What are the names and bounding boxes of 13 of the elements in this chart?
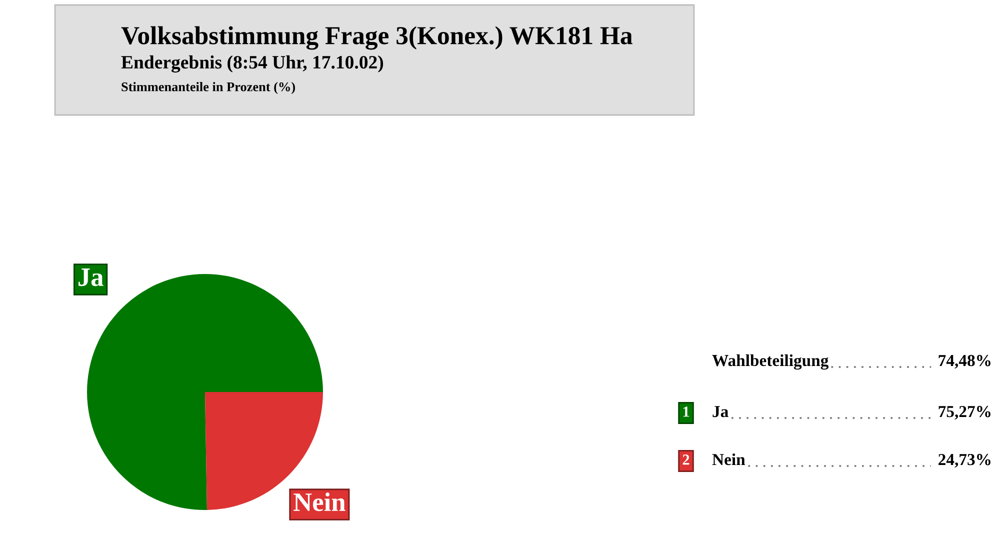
- legend-label: Nein: [712, 453, 746, 466]
- chart-subtitle: Endergebnis (8:54 Uhr, 17.10.02): [121, 55, 384, 73]
- text: 1: [683, 406, 690, 417]
- chart-title: Volksabstimmung Frage 3(Konex.) WK181 Ha: [121, 26, 632, 50]
- slice-label: Ja: [78, 268, 104, 286]
- text: 2: [682, 454, 690, 465]
- text: 74,48%: [938, 354, 990, 369]
- data-label: 24,73%: [938, 454, 990, 468]
- legend-label: Ja: [712, 406, 728, 418]
- text: Wahlbeteiligung: [712, 354, 829, 370]
- text: Stimmenanteile in Prozent (%): [122, 82, 295, 94]
- slice-label: Nein: [294, 492, 346, 512]
- data-label: 75,27%: [938, 406, 990, 420]
